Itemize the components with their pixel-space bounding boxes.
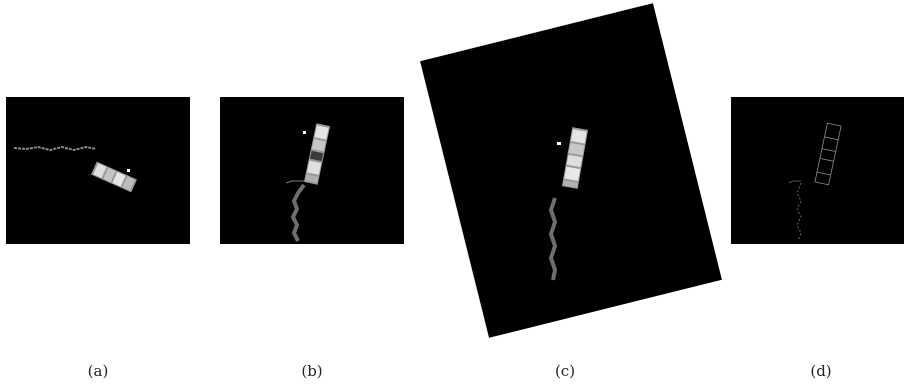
station-module xyxy=(91,161,137,193)
panel-d-image xyxy=(731,97,904,244)
caption-b: (b) xyxy=(301,362,323,380)
station-module xyxy=(303,123,331,185)
panel-c-image xyxy=(420,3,722,338)
station-module xyxy=(561,127,589,189)
tether-edges xyxy=(796,182,802,242)
panel-a-image xyxy=(6,97,190,244)
caption-a: (a) xyxy=(87,362,109,380)
satellite-image-b xyxy=(285,123,331,242)
caption-d: (d) xyxy=(810,362,832,380)
panel-b-image xyxy=(220,97,404,244)
caption-c: (c) xyxy=(554,362,576,380)
station-module-edges xyxy=(814,122,842,186)
tether xyxy=(290,183,306,242)
satellite-image-a xyxy=(13,145,137,193)
tether xyxy=(548,197,558,281)
tether xyxy=(13,145,97,152)
satellite-image-c xyxy=(548,127,589,281)
satellite-image-d xyxy=(788,122,842,242)
